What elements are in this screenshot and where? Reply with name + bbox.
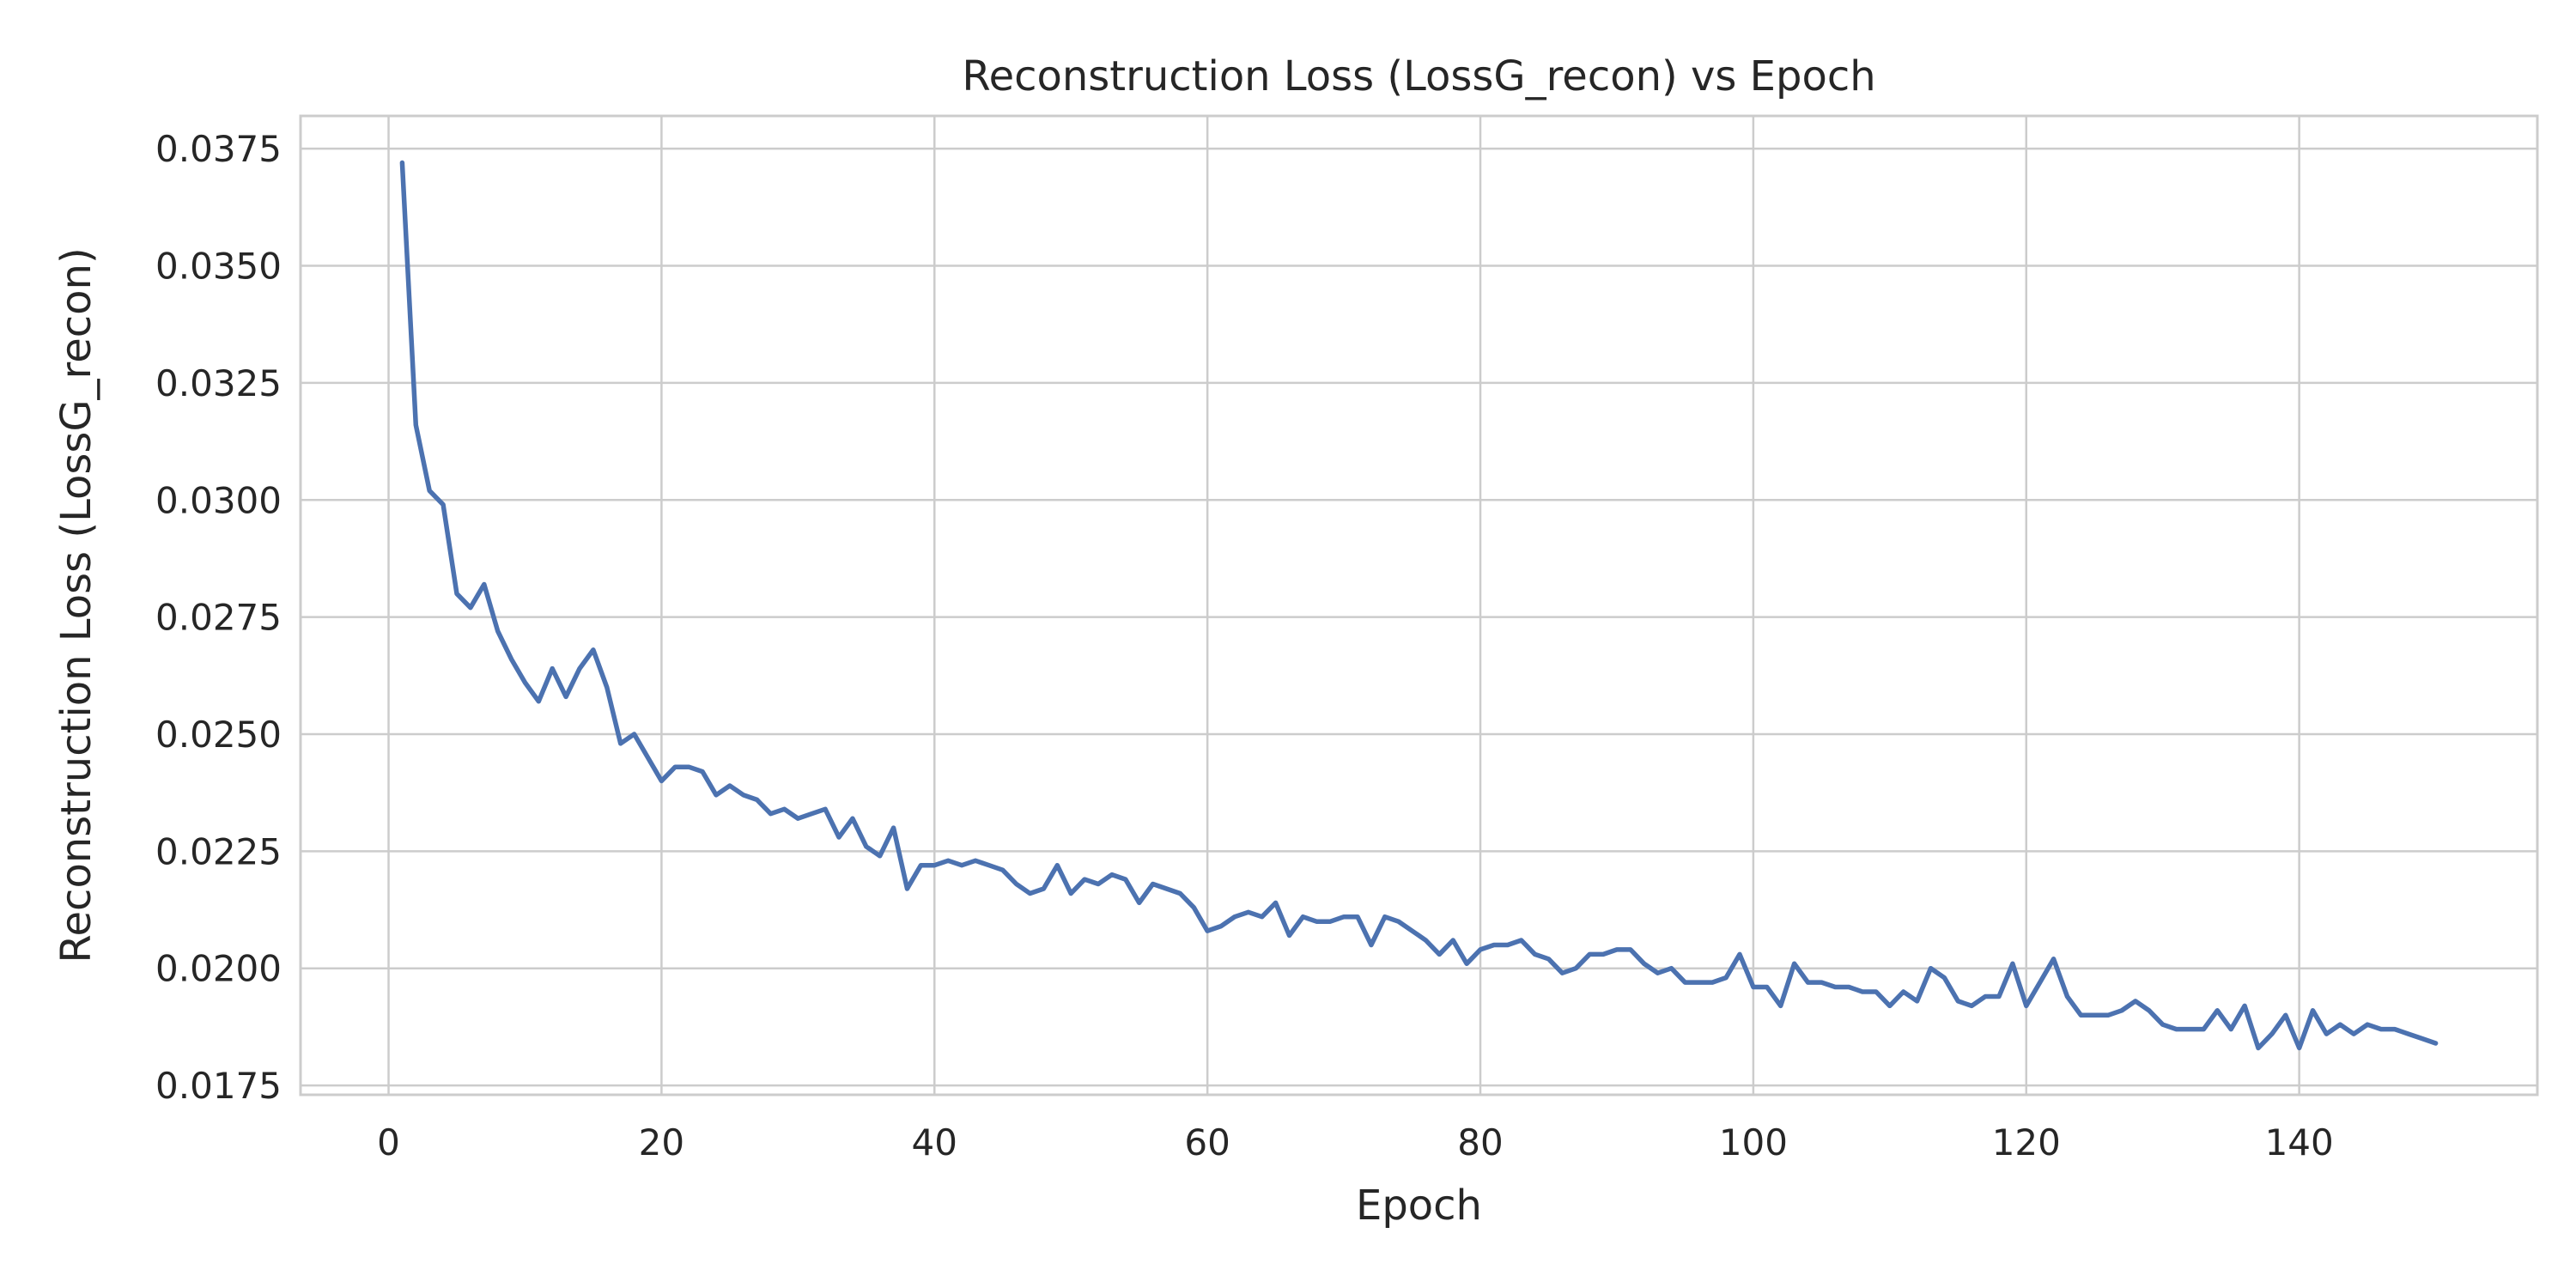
y-tick-label: 0.0250 bbox=[155, 714, 282, 756]
x-tick-labels: 0 20 40 60 80 100 120 140 bbox=[377, 1121, 2334, 1163]
series-layer bbox=[399, 160, 2439, 1051]
chart-title: Reconstruction Loss (LossG_recon) vs Epo… bbox=[962, 52, 1875, 100]
x-tick-label: 20 bbox=[639, 1121, 684, 1163]
y-tick-label: 0.0350 bbox=[155, 246, 282, 288]
plot-area-frame bbox=[299, 114, 2539, 1097]
y-tick-label: 0.0175 bbox=[155, 1065, 282, 1107]
x-axis-label: Epoch bbox=[1356, 1182, 1482, 1230]
y-axis-label: Reconstruction Loss (LossG_recon) bbox=[52, 247, 100, 963]
y-tick-labels: 0.0175 0.0200 0.0225 0.0250 0.0275 0.0300 0.03… bbox=[155, 128, 282, 1107]
series-line-0 bbox=[399, 160, 2439, 1051]
x-tick-label: 60 bbox=[1184, 1121, 1230, 1163]
y-tick-label: 0.0325 bbox=[155, 362, 282, 404]
y-tick-label: 0.0375 bbox=[155, 128, 282, 170]
grid-layer bbox=[301, 116, 2537, 1095]
y-tick-label: 0.0200 bbox=[155, 948, 282, 990]
x-tick-label: 100 bbox=[1719, 1121, 1788, 1163]
y-tick-label: 0.0275 bbox=[155, 597, 282, 639]
x-tick-label: 40 bbox=[912, 1121, 957, 1163]
y-tick-label: 0.0300 bbox=[155, 479, 282, 521]
x-tick-label: 80 bbox=[1457, 1121, 1503, 1163]
x-tick-label: 0 bbox=[377, 1121, 400, 1163]
y-tick-label: 0.0225 bbox=[155, 830, 282, 872]
x-tick-label: 140 bbox=[2265, 1121, 2334, 1163]
x-tick-label: 120 bbox=[1992, 1121, 2061, 1163]
